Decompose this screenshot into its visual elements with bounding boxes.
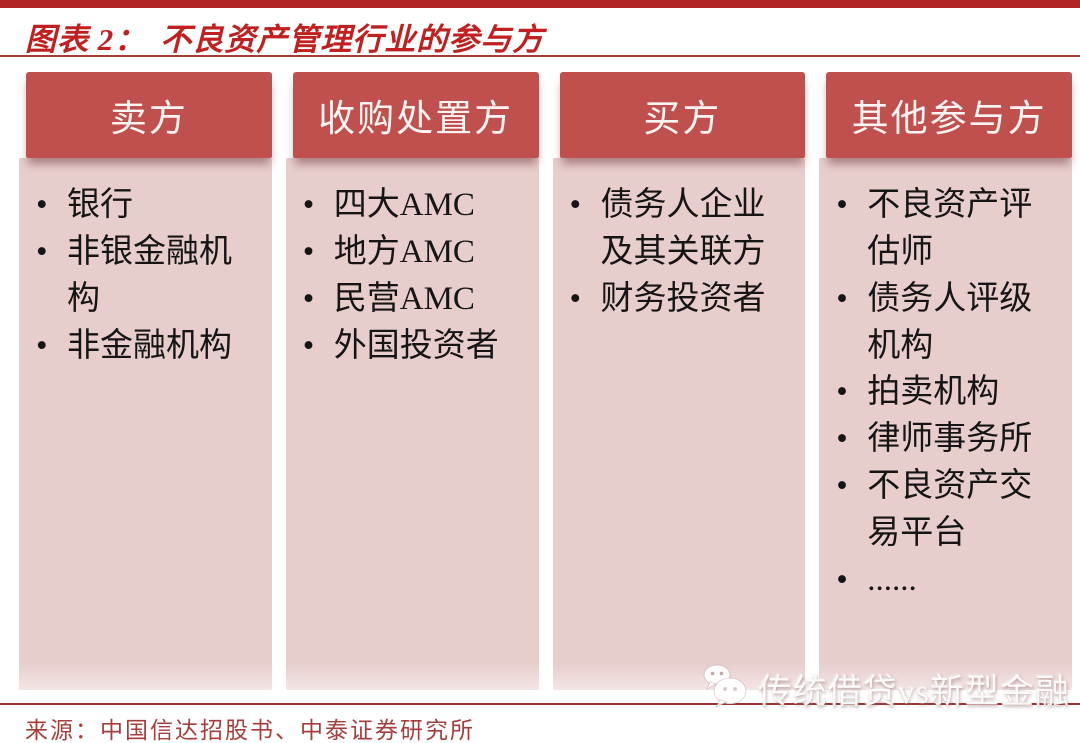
list-item-text: 地方AMC (333, 233, 475, 270)
bullet-icon: • (836, 468, 848, 505)
list-item: • 拍卖机构 (833, 369, 1064, 416)
list-item: •...... (833, 557, 1064, 604)
column-header: 其他参与方 (826, 72, 1072, 158)
list-item-text: 债务人企业及其关联方 (600, 187, 766, 270)
list-item-text: 非银金融机构 (67, 233, 232, 317)
list-item: • 四大AMC (300, 182, 531, 229)
bullet-icon: • (569, 280, 582, 317)
list-item-text: 外国投资者 (333, 327, 499, 364)
bullet-icon: • (302, 187, 315, 223)
column-header: 买方 (559, 72, 806, 158)
item-list: • 银行 • 非银金融机构 • 非金融机构 (33, 182, 264, 369)
column-body: • 债务人企业及其关联方 • 财务投资者 (552, 158, 806, 690)
bullet-icon: • (302, 327, 315, 364)
list-item-text: 非金融机构 (67, 327, 232, 364)
bullet-icon: • (836, 374, 848, 411)
list-item-text: 债务人评级机构 (867, 280, 1033, 364)
bullet-icon: • (836, 280, 848, 317)
list-item: • 地方AMC (300, 229, 531, 276)
list-item-text: 不良资产交易平台 (867, 468, 1033, 552)
list-item: • 银行 (33, 182, 264, 229)
participant-column: 收购处置方 • 四大AMC • 地方AMC • 民营AMC • 外国投资者 (285, 72, 539, 690)
figure-title-number: 图表 2： (25, 22, 147, 57)
list-item-text: 律师事务所 (867, 421, 1033, 458)
list-item: • 民营AMC (300, 276, 531, 323)
figure-title-text: 不良资产管理行业的参与方 (160, 22, 545, 57)
bullet-icon: • (836, 187, 848, 223)
list-item: • 不良资产交易平台 (833, 463, 1064, 557)
list-item-text: 财务投资者 (600, 280, 766, 317)
bullet-icon: • (569, 187, 582, 223)
bullet-icon: • (36, 233, 48, 270)
list-item: • 财务投资者 (567, 276, 798, 323)
figure-title: 图表 2： 不良资产管理行业的参与方 (25, 14, 544, 59)
list-item: • 律师事务所 (833, 416, 1064, 463)
bullet-icon: • (302, 233, 315, 270)
bullet-icon: • (836, 561, 848, 598)
list-item-text: 拍卖机构 (867, 374, 1000, 411)
item-list: • 债务人企业及其关联方 • 财务投资者 (567, 182, 798, 323)
column-header: 收购处置方 (292, 72, 539, 158)
bullet-icon: • (36, 187, 48, 223)
participant-column: 卖方 • 银行 • 非银金融机构 • 非金融机构 (19, 72, 272, 690)
source-note: 来源：中国信达招股书、中泰证券研究所 (25, 718, 475, 743)
column-body: • 不良资产评估师 • 债务人评级机构 • 拍卖机构 • 律师事务所 • 不良资产交易平台 •...… (819, 158, 1072, 690)
top-accent-bar (0, 0, 1080, 8)
bullet-icon: • (836, 421, 848, 458)
list-item: • 外国投资者 (300, 323, 531, 370)
item-list: • 不良资产评估师 • 债务人评级机构 • 拍卖机构 • 律师事务所 • 不良资产交易平台 •...… (833, 182, 1064, 604)
bullet-icon: • (36, 327, 48, 364)
list-item: • 非金融机构 (33, 323, 264, 370)
column-header: 卖方 (26, 72, 272, 158)
title-divider-line (0, 55, 1080, 57)
list-item-text: 银行 (67, 187, 133, 223)
column-body: • 四大AMC • 地方AMC • 民营AMC • 外国投资者 (285, 158, 539, 690)
list-item: • 债务人企业及其关联方 (567, 182, 798, 276)
list-item-text: 民营AMC (333, 280, 475, 317)
list-item: • 不良资产评估师 (833, 182, 1064, 276)
participant-column: 其他参与方 • 不良资产评估师 • 债务人评级机构 • 拍卖机构 • 律师事务所 • 不良资产交易… (819, 72, 1072, 690)
list-item: • 债务人评级机构 (833, 276, 1064, 370)
participant-column: 买方 • 债务人企业及其关联方 • 财务投资者 (552, 72, 806, 690)
participants-columns: 卖方 • 银行 • 非银金融机构 • 非金融机构 收购处置方 • 四大AMC • 地方AMC • 民… (19, 72, 1072, 690)
list-item-text: ...... (867, 561, 917, 598)
list-item-text: 不良资产评估师 (867, 187, 1033, 270)
column-body: • 银行 • 非银金融机构 • 非金融机构 (19, 158, 272, 690)
bullet-icon: • (302, 280, 315, 317)
footer-divider-line (0, 703, 1080, 705)
list-item-text: 四大AMC (333, 187, 475, 223)
list-item: • 非银金融机构 (33, 229, 264, 323)
item-list: • 四大AMC • 地方AMC • 民营AMC • 外国投资者 (300, 182, 531, 369)
